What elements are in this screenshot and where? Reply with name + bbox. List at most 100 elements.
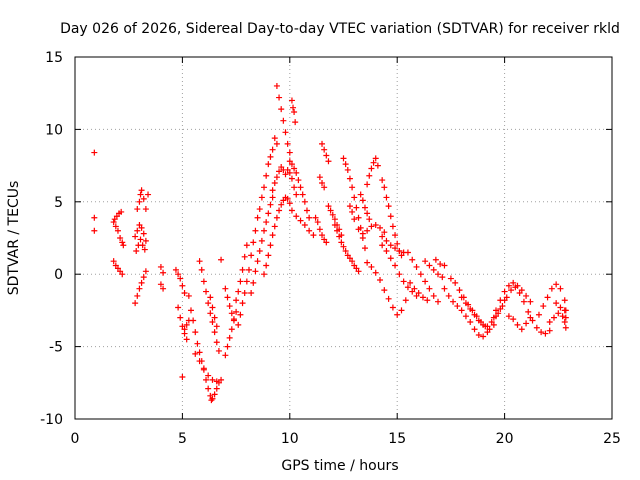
data-point: [265, 210, 272, 217]
data-point: [462, 313, 469, 320]
data-point: [134, 227, 141, 234]
data-point: [510, 279, 517, 286]
data-point: [177, 314, 184, 321]
data-point: [562, 314, 569, 321]
data-point: [138, 279, 145, 286]
data-point: [183, 336, 190, 343]
x-tick-label: 10: [281, 431, 299, 447]
y-tick-label: 15: [45, 50, 63, 66]
data-point: [419, 294, 426, 301]
data-point: [215, 347, 222, 354]
grid: [75, 57, 612, 419]
data-point: [91, 149, 98, 156]
data-point: [374, 162, 381, 169]
data-point: [233, 308, 240, 315]
data-point: [157, 281, 164, 288]
data-point: [243, 242, 250, 249]
data-point: [209, 304, 216, 311]
data-point: [132, 233, 139, 240]
data-point: [273, 140, 280, 147]
data-point: [370, 159, 377, 166]
data-point: [349, 184, 356, 191]
data-point: [117, 235, 124, 241]
data-point: [381, 184, 388, 191]
data-point: [179, 374, 186, 381]
data-point: [467, 305, 474, 312]
data-point: [435, 298, 442, 305]
data-point: [241, 253, 248, 260]
data-point: [271, 179, 278, 186]
data-point: [145, 191, 152, 198]
data-point: [321, 146, 328, 153]
data-point: [435, 271, 442, 278]
data-point: [248, 290, 255, 297]
data-point: [258, 237, 265, 244]
data-point: [351, 216, 358, 223]
data-point: [422, 258, 429, 265]
data-point: [426, 285, 433, 292]
data-point: [325, 203, 332, 210]
data-point: [387, 255, 394, 262]
data-point: [372, 155, 379, 162]
data-point: [377, 224, 384, 231]
y-tick-label: -10: [40, 412, 63, 428]
data-point: [196, 358, 203, 365]
data-point: [198, 266, 205, 273]
data-point: [286, 169, 293, 176]
data-point: [364, 181, 371, 188]
data-point: [546, 327, 553, 334]
data-point: [364, 210, 371, 217]
data-point: [458, 307, 465, 314]
data-point: [271, 223, 278, 230]
data-point: [273, 174, 280, 181]
data-point: [458, 294, 465, 301]
data-point: [394, 240, 401, 247]
data-point: [267, 153, 274, 160]
data-point: [306, 227, 313, 234]
data-point: [118, 208, 125, 215]
data-point: [344, 166, 351, 173]
data-point: [280, 117, 287, 124]
data-point: [224, 343, 231, 350]
data-point: [392, 262, 399, 269]
x-tick-label: 25: [603, 431, 621, 447]
data-point: [241, 290, 248, 297]
data-point: [381, 229, 388, 236]
data-point: [209, 376, 216, 383]
plot-frame: [74, 56, 613, 420]
data-point: [471, 326, 478, 333]
data-point: [359, 230, 366, 237]
data-point: [273, 214, 280, 221]
data-point: [338, 239, 345, 246]
data-point: [288, 207, 295, 214]
data-point: [256, 206, 263, 213]
data-point: [261, 184, 268, 191]
data-point: [254, 214, 261, 221]
data-point: [293, 213, 300, 220]
data-point: [258, 194, 265, 201]
data-point: [480, 333, 487, 340]
data-point: [417, 271, 424, 278]
data-point: [499, 303, 506, 310]
data-point: [218, 376, 225, 383]
data-point: [342, 248, 349, 255]
data-point: [134, 292, 141, 299]
data-point: [142, 268, 149, 275]
data-point: [235, 288, 242, 295]
data-point: [342, 161, 349, 168]
data-point: [207, 294, 214, 301]
data-point: [325, 158, 332, 165]
data-point: [366, 172, 373, 179]
data-point: [336, 233, 343, 240]
data-point: [187, 307, 194, 314]
y-tick-label: 5: [54, 195, 63, 211]
data-point: [209, 318, 216, 325]
data-point: [456, 287, 463, 294]
data-point: [561, 307, 568, 314]
data-point: [265, 252, 272, 259]
data-point: [503, 294, 510, 301]
data-point: [203, 376, 210, 383]
data-point: [400, 278, 407, 285]
data-point: [140, 195, 147, 202]
data-point: [454, 303, 461, 310]
